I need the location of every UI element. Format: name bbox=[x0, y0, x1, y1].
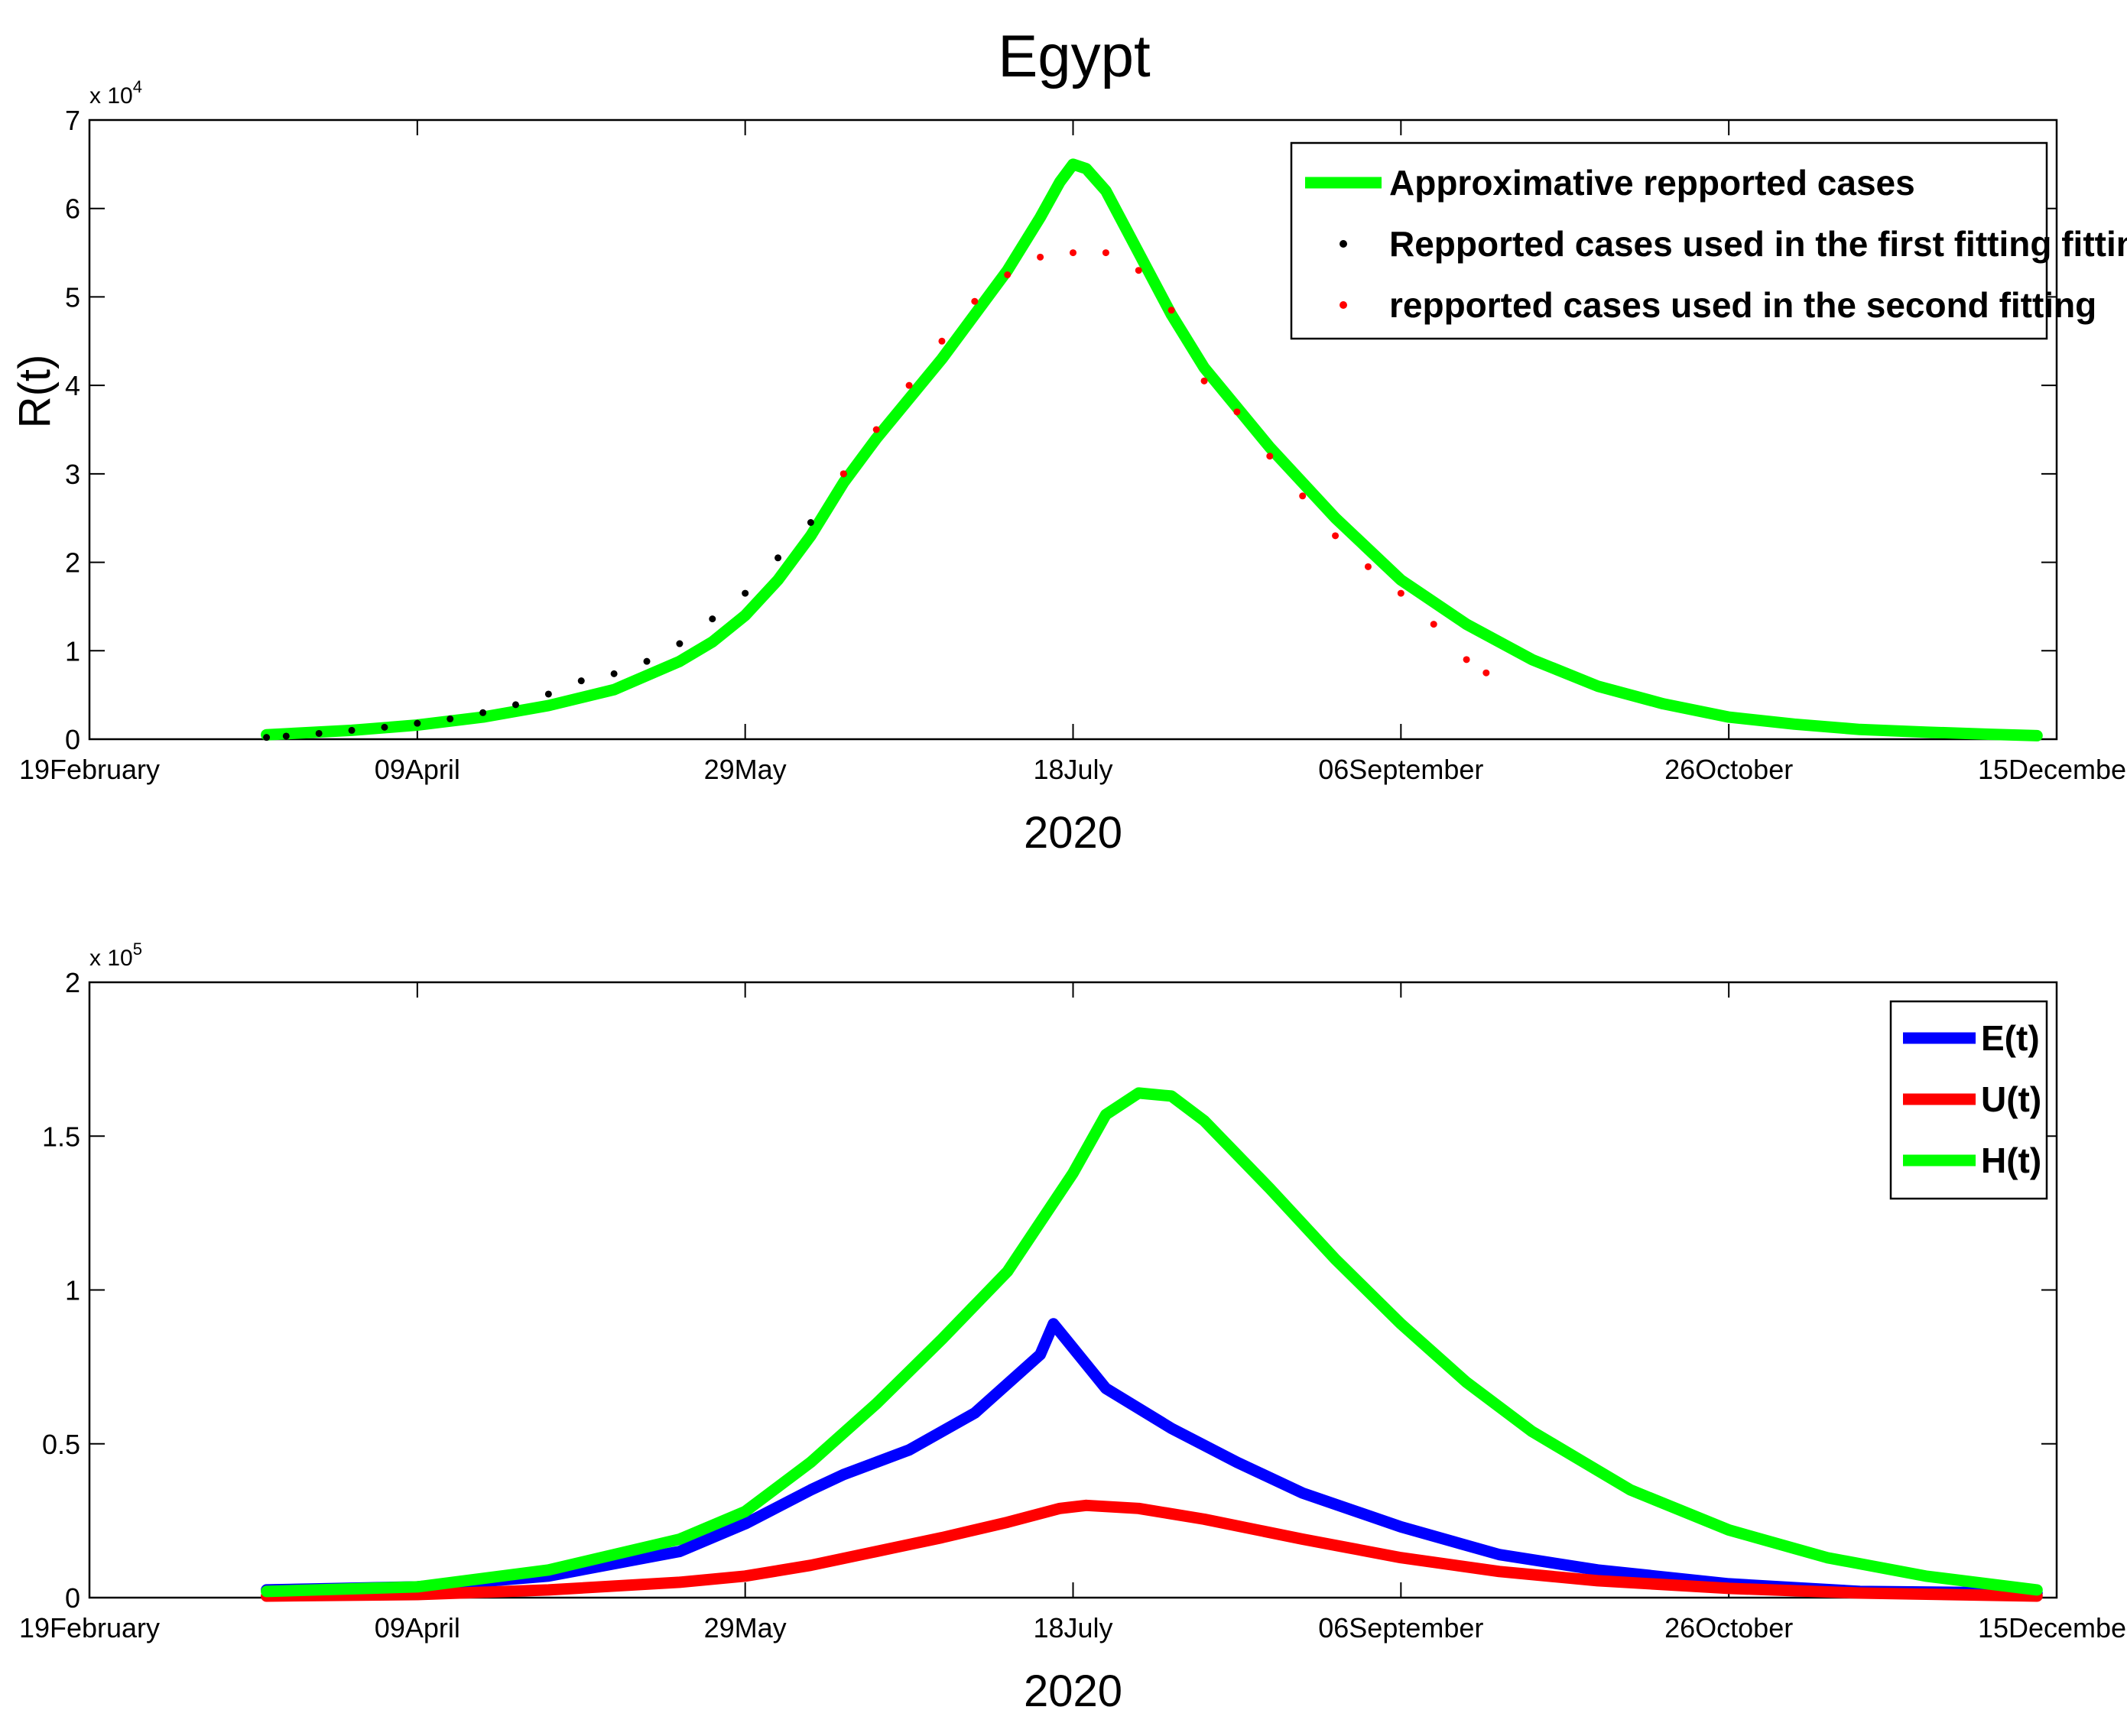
data-point bbox=[1070, 249, 1076, 257]
data-point bbox=[1332, 532, 1340, 540]
data-point bbox=[872, 426, 880, 433]
panel-r: 19February 09April 29May 18July 06September 2… bbox=[10, 77, 2127, 858]
x-tick-label: 09April bbox=[375, 1612, 460, 1644]
data-point bbox=[774, 554, 782, 562]
legend-label: E(t) bbox=[1981, 1018, 2040, 1058]
data-point bbox=[1482, 669, 1490, 677]
legend: Approximative repported cases Repported c… bbox=[1290, 141, 2127, 340]
data-point bbox=[1102, 249, 1109, 257]
y-tick-label: 1 bbox=[65, 635, 80, 667]
data-point bbox=[1167, 307, 1175, 314]
legend-label: U(t) bbox=[1981, 1079, 2041, 1119]
data-point bbox=[1200, 377, 1208, 385]
y-tick-label: 3 bbox=[65, 459, 80, 490]
y-tick-label: 0 bbox=[65, 724, 80, 755]
data-point bbox=[807, 519, 814, 526]
data-point bbox=[1430, 621, 1437, 628]
y-tick-label: 2 bbox=[65, 967, 80, 998]
legend-label: H(t) bbox=[1981, 1141, 2041, 1180]
y-axis-label: R(t) bbox=[10, 355, 60, 429]
data-point bbox=[511, 701, 519, 709]
data-point bbox=[447, 715, 454, 722]
x-tick-label: 09April bbox=[375, 754, 460, 785]
y-tick-label: 0 bbox=[65, 1582, 80, 1614]
y-tick-label: 2 bbox=[65, 547, 80, 579]
data-point bbox=[676, 640, 684, 647]
data-point bbox=[1299, 492, 1307, 500]
data-point bbox=[479, 709, 487, 716]
data-point bbox=[577, 677, 585, 685]
y-multiplier: x 104 bbox=[89, 77, 142, 109]
y-tick-label: 0.5 bbox=[42, 1429, 80, 1460]
series-line-1 bbox=[261, 1499, 2043, 1602]
series-line-2 bbox=[261, 1087, 2043, 1598]
legend-label: Repported cases used in the first fittin… bbox=[1389, 224, 2127, 264]
data-point bbox=[1266, 453, 1274, 460]
y-tick-label: 5 bbox=[65, 281, 80, 313]
data-point bbox=[839, 470, 847, 478]
x-tick-label: 06September bbox=[1318, 1612, 1483, 1644]
y-tick-label: 1.5 bbox=[42, 1121, 80, 1152]
data-point bbox=[1233, 408, 1241, 416]
x-tick-label: 19February bbox=[19, 1612, 160, 1644]
legend-label: repported cases used in the second fitti… bbox=[1389, 285, 2096, 325]
x-axis-label: 2020 bbox=[1024, 1666, 1122, 1716]
panel-ehu: 19February 09April 29May 18July 06September 2… bbox=[19, 939, 2127, 1716]
x-tick-label: 15December bbox=[1978, 754, 2127, 785]
legend-box bbox=[1290, 141, 2048, 340]
x-tick-label: 26October bbox=[1664, 754, 1793, 785]
data-point bbox=[381, 723, 388, 731]
legend-swatch-point bbox=[1340, 301, 1347, 309]
data-point bbox=[905, 381, 913, 389]
data-point bbox=[1037, 253, 1044, 261]
y-tick-label: 4 bbox=[65, 370, 80, 401]
x-axis-label: 2020 bbox=[1024, 808, 1122, 858]
data-point bbox=[938, 337, 946, 345]
series-line-0 bbox=[261, 1318, 2043, 1599]
data-point bbox=[1463, 656, 1470, 664]
y-tick-label: 7 bbox=[65, 105, 80, 136]
y-tick-label: 6 bbox=[65, 193, 80, 225]
series-line-0 bbox=[261, 158, 2043, 741]
legend-swatch-point bbox=[1340, 240, 1347, 248]
y-tick-label: 1 bbox=[65, 1275, 80, 1306]
data-point bbox=[971, 297, 979, 305]
data-point bbox=[348, 726, 356, 734]
data-point bbox=[315, 729, 323, 737]
chart-title: Egypt bbox=[998, 22, 1151, 89]
data-point bbox=[1004, 271, 1012, 278]
x-tick-label: 29May bbox=[704, 1612, 787, 1644]
x-tick-label: 18July bbox=[1033, 1612, 1112, 1644]
x-tick-label: 06September bbox=[1318, 754, 1483, 785]
legend-label: Approximative repported cases bbox=[1389, 163, 1915, 203]
x-tick-label: 18July bbox=[1033, 754, 1112, 785]
data-point bbox=[263, 734, 271, 741]
data-point bbox=[1397, 589, 1404, 597]
data-point bbox=[1364, 563, 1372, 570]
data-point bbox=[742, 589, 749, 597]
data-point bbox=[544, 690, 552, 698]
y-multiplier: x 105 bbox=[89, 939, 142, 971]
legend: E(t) U(t) H(t) bbox=[1889, 1000, 2048, 1200]
data-point bbox=[643, 657, 651, 665]
data-point bbox=[610, 670, 618, 677]
data-point bbox=[282, 732, 290, 740]
data-point bbox=[414, 719, 421, 727]
x-tick-label: 19February bbox=[19, 754, 160, 785]
x-tick-label: 15December bbox=[1978, 1612, 2127, 1644]
x-tick-label: 26October bbox=[1664, 1612, 1793, 1644]
x-tick-label: 29May bbox=[704, 754, 787, 785]
data-point bbox=[1135, 267, 1142, 274]
data-point bbox=[709, 615, 716, 623]
